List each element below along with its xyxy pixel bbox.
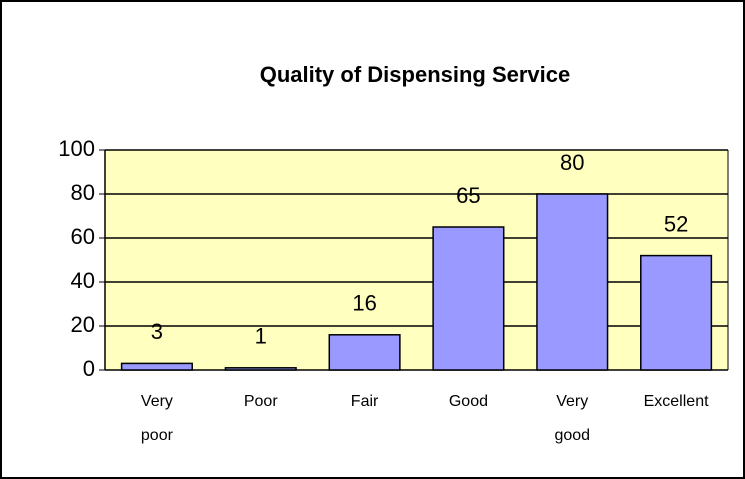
chart-title: Quality of Dispensing Service [260, 62, 571, 87]
x-tick-label: Fair [351, 393, 379, 410]
y-tick-label: 40 [71, 268, 95, 293]
bar [432, 226, 505, 371]
bar [120, 362, 193, 371]
y-tick-label: 80 [71, 180, 95, 205]
y-tick-label: 20 [71, 312, 95, 337]
data-label: 1 [255, 324, 267, 349]
bar [640, 254, 713, 371]
bar [536, 193, 609, 371]
y-tick-label: 0 [83, 356, 95, 381]
data-label: 3 [151, 319, 163, 344]
bar [224, 367, 297, 371]
data-label: 80 [560, 150, 584, 175]
data-label: 52 [664, 211, 688, 236]
x-tick-label: Very good [554, 393, 590, 444]
data-label: 16 [352, 291, 376, 316]
y-tick-label: 60 [71, 224, 95, 249]
plot-area [105, 150, 728, 370]
bar [328, 334, 401, 371]
x-tick-label: Good [449, 393, 488, 410]
x-tick-label: Poor [244, 393, 278, 410]
data-label: 65 [456, 183, 480, 208]
x-tick-label: Very poor [141, 393, 174, 444]
y-tick-label: 100 [58, 136, 95, 161]
x-tick-label: Excellent [644, 393, 709, 410]
